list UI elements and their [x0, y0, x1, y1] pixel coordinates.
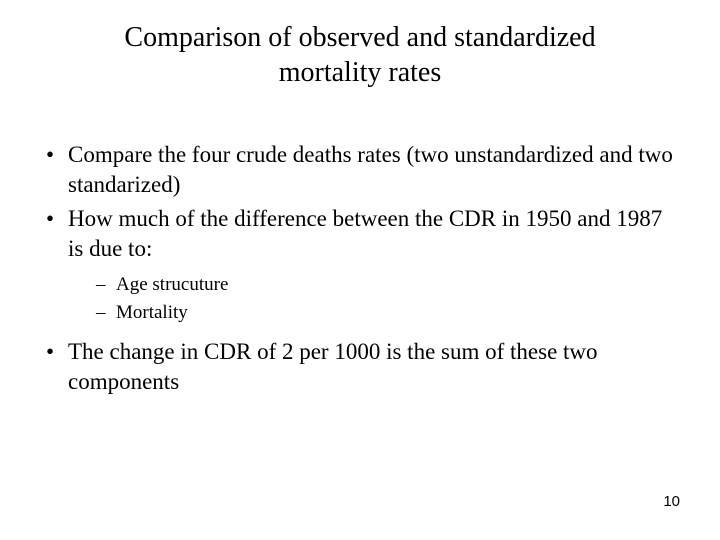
bullet-text: Compare the four crude deaths rates (two…	[68, 142, 673, 197]
sub-bullet-text: Age strucuture	[116, 274, 228, 295]
sub-bullet-text: Mortality	[116, 302, 188, 323]
bullet-text: The change in CDR of 2 per 1000 is the s…	[68, 339, 598, 394]
sub-bullet-item: Age strucuture	[68, 272, 680, 299]
main-bullet-list: Compare the four crude deaths rates (two…	[40, 140, 680, 397]
sub-bullet-list: Age strucuture Mortality	[68, 272, 680, 327]
bullet-item: The change in CDR of 2 per 1000 is the s…	[40, 337, 680, 397]
slide-title: Comparison of observed and standardized …	[40, 20, 680, 90]
page-number: 10	[663, 493, 680, 510]
bullet-item: Compare the four crude deaths rates (two…	[40, 140, 680, 200]
sub-bullet-item: Mortality	[68, 300, 680, 327]
bullet-item: How much of the difference between the C…	[40, 204, 680, 327]
bullet-text: How much of the difference between the C…	[68, 206, 662, 261]
